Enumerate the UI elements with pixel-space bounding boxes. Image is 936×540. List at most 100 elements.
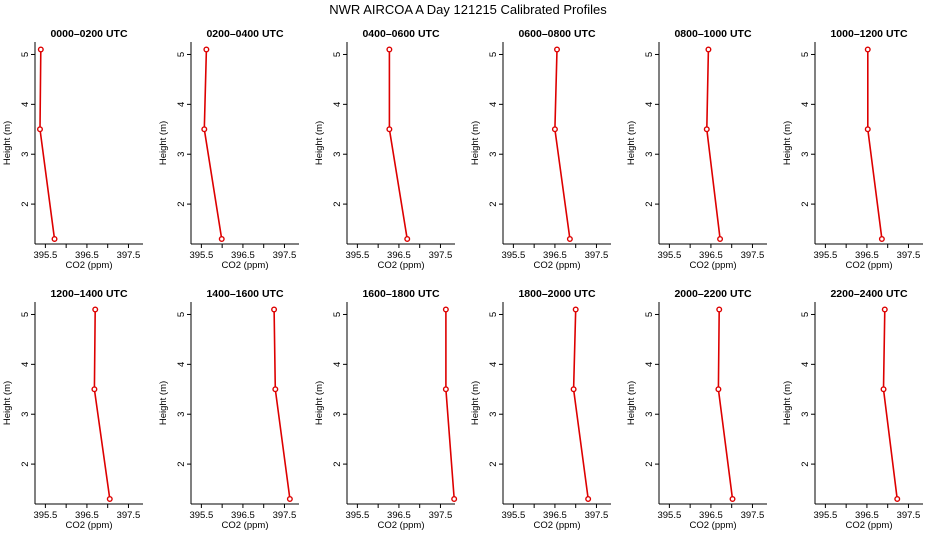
series-line [572,309,589,500]
y-axis-label: Height (m) [158,121,169,165]
x-tick-label: 395.5 [813,250,837,261]
panel-title: 0800–1000 UTC [674,28,751,40]
x-axis-label: CO2 (ppm) [378,520,425,531]
panel-1: 0000–0200 UTC 395.5 396.5 397.5 2 3 4 5 CO2 (ppm… [2,28,143,271]
data-point [566,236,573,243]
y-tick-label: 3 [332,152,343,157]
data-point [894,496,901,503]
x-tick-label: 395.5 [657,510,681,521]
data-point [37,46,44,53]
y-tick-label: 3 [332,412,343,417]
data-point [271,306,278,313]
y-axis-label: Height (m) [470,381,481,425]
data-point [570,386,577,393]
y-tick-label: 3 [176,152,187,157]
panel-4: 0600–0800 UTC 395.5 396.5 397.5 2 3 4 5 CO2 (ppm… [470,28,611,271]
y-tick-label: 4 [488,102,499,107]
x-tick-label: 395.5 [501,250,525,261]
y-tick-label: 2 [176,201,187,206]
x-tick-label: 397.5 [117,250,141,261]
series-line [203,49,223,240]
y-tick-label: 5 [332,312,343,317]
x-axis-label: CO2 (ppm) [534,520,581,531]
data-point [716,306,723,313]
y-tick-label: 4 [800,362,811,367]
x-tick-label: 397.5 [429,510,453,521]
series-line [717,309,734,500]
y-tick-label: 2 [488,461,499,466]
data-point [864,126,871,133]
x-tick-label: 395.5 [501,510,525,521]
panel-11: 2000–2200 UTC 395.5 396.5 397.5 2 3 4 5 CO2 (ppm… [626,288,767,531]
y-tick-label: 5 [800,312,811,317]
x-axis-label: CO2 (ppm) [690,260,737,271]
x-tick-label: 396.5 [699,510,723,521]
data-point [106,496,113,503]
panel-title: 2000–2200 UTC [674,288,751,300]
panel-3: 0400–0600 UTC 395.5 396.5 397.5 2 3 4 5 CO2 (ppm… [314,28,455,271]
x-tick-label: 396.5 [231,510,255,521]
x-axis-label: CO2 (ppm) [66,520,113,531]
x-axis-label: CO2 (ppm) [690,520,737,531]
y-tick-label: 3 [488,152,499,157]
panel-10: 1800–2000 UTC 395.5 396.5 397.5 2 3 4 5 CO2 (ppm… [470,288,611,531]
x-tick-label: 396.5 [387,250,411,261]
x-axis-label: CO2 (ppm) [66,260,113,271]
x-tick-label: 396.5 [699,250,723,261]
y-tick-label: 2 [644,201,655,206]
data-point [92,306,99,313]
y-tick-label: 4 [20,102,31,107]
panel-title: 0400–0600 UTC [362,28,439,40]
data-point [881,306,888,313]
x-axis-label: CO2 (ppm) [222,520,269,531]
x-tick-label: 395.5 [189,250,213,261]
panel-title: 2200–2400 UTC [830,288,907,300]
y-tick-label: 5 [644,52,655,57]
series-line [882,309,898,500]
x-tick-label: 397.5 [741,250,765,261]
data-point [729,496,736,503]
x-tick-label: 396.5 [75,250,99,261]
y-tick-label: 4 [176,362,187,367]
data-point [572,306,579,313]
y-tick-label: 2 [488,201,499,206]
series-line [705,49,721,240]
x-tick-label: 395.5 [189,510,213,521]
data-point [703,126,710,133]
y-tick-label: 2 [176,461,187,466]
y-tick-label: 4 [644,102,655,107]
x-tick-label: 396.5 [855,250,879,261]
data-point [36,126,43,133]
y-tick-label: 3 [644,152,655,157]
y-axis-label: Height (m) [782,121,793,165]
panel-12: 2200–2400 UTC 395.5 396.5 397.5 2 3 4 5 CO2 (ppm… [782,288,923,531]
data-point [864,46,871,53]
data-point [717,236,724,243]
y-axis-label: Height (m) [782,381,793,425]
data-point [585,496,592,503]
data-point [386,126,393,133]
y-axis-label: Height (m) [626,381,637,425]
x-tick-label: 397.5 [585,510,609,521]
page-title: NWR AIRCOA A Day 121215 Calibrated Profi… [329,2,607,17]
x-tick-label: 395.5 [345,510,369,521]
data-point [554,46,561,53]
y-tick-label: 5 [176,312,187,317]
y-tick-label: 2 [800,461,811,466]
y-tick-label: 4 [644,362,655,367]
y-axis-label: Height (m) [158,381,169,425]
y-tick-label: 5 [20,312,31,317]
data-point [551,126,558,133]
series-line [445,309,455,500]
panel-title: 1200–1400 UTC [50,288,127,300]
y-axis-label: Height (m) [314,121,325,165]
series-line [866,49,883,240]
y-axis-label: Height (m) [470,121,481,165]
panel-8: 1400–1600 UTC 395.5 396.5 397.5 2 3 4 5 CO2 (ppm… [158,288,299,531]
y-tick-label: 3 [800,152,811,157]
x-tick-label: 397.5 [897,510,921,521]
x-tick-label: 396.5 [231,250,255,261]
x-tick-label: 397.5 [741,510,765,521]
x-tick-label: 396.5 [543,250,567,261]
